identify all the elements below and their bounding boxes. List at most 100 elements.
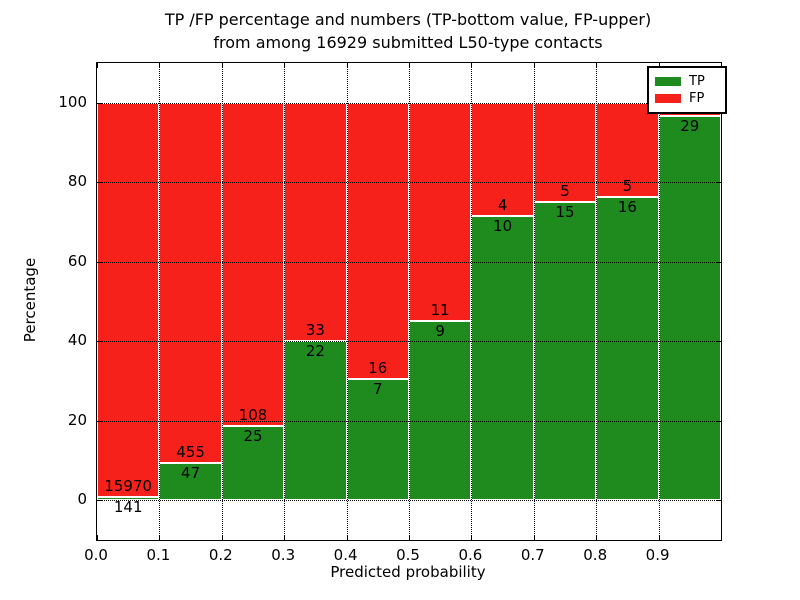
gridline-horizontal (97, 182, 721, 184)
x-tick-mark-top (221, 63, 223, 68)
legend-item-tp: TP (655, 75, 719, 88)
x-tick-label: 0.8 (583, 546, 608, 564)
x-tick-mark (471, 535, 473, 540)
x-tick-label: 0.3 (271, 546, 296, 564)
bar-tp-0.8-0.9 (596, 197, 659, 501)
x-tick-mark (159, 535, 161, 540)
fp-count-label: 5 (622, 177, 633, 196)
fp-count-label: 15970 (104, 476, 153, 495)
chart-title-line1: TP /FP percentage and numbers (TP-bottom… (164, 10, 652, 29)
plot-area: 15970 141 455 47 108 25 33 22 16 7 11 9 4 10 5 15 5 16 29 … (96, 62, 727, 541)
x-tick-label: 0.4 (333, 546, 358, 564)
chart-title-line2: from among 16929 submitted L50-type cont… (213, 33, 603, 52)
tp-count-label: 22 (305, 342, 325, 361)
tp-count-label: 25 (243, 426, 263, 445)
x-tick-mark-top (471, 63, 473, 68)
y-tick-mark-right (716, 420, 721, 422)
bar-fp-0.8-0.9 (596, 102, 659, 198)
gridline-vertical (658, 63, 660, 540)
bar-fp-0.3-0.4 (284, 102, 347, 342)
x-tick-label: 0.0 (84, 546, 108, 564)
gridline-vertical (159, 63, 161, 540)
bar-tp-0.5-0.6 (409, 321, 472, 501)
x-tick-mark-top (409, 63, 410, 68)
x-tick-label: 0.9 (645, 546, 670, 564)
legend-label-fp: FP (689, 91, 705, 106)
fp-count-label: 5 (560, 182, 570, 201)
tp-count-label: 16 (617, 198, 637, 217)
x-tick-label: 0.2 (208, 546, 233, 564)
x-tick-mark (409, 535, 410, 540)
bar-fp-0.4-0.5 (346, 102, 409, 380)
y-tick-mark (97, 341, 102, 343)
tp-count-label: 10 (493, 217, 513, 236)
y-tick-mark (97, 182, 102, 184)
fp-swatch-icon (655, 94, 681, 103)
y-tick-mark-right (716, 341, 721, 343)
legend: TP FP (647, 66, 727, 114)
y-tick-mark (97, 500, 102, 502)
x-tick-mark-top (346, 63, 348, 68)
gridline-horizontal (97, 420, 721, 422)
y-tick-label: 40 (67, 331, 87, 350)
gridline-vertical (596, 63, 598, 540)
bar-fp-0.0-0.1 (97, 102, 160, 497)
x-tick-label: 0.7 (520, 546, 545, 564)
fp-count-label: 33 (305, 321, 325, 340)
x-tick-label: 0.6 (458, 546, 483, 564)
y-tick-mark-right (716, 182, 721, 184)
bar-fp-0.5-0.6 (409, 102, 472, 322)
fp-count-label: 108 (238, 405, 268, 424)
bar-tp-0.0-0.1 (97, 496, 160, 501)
gridline-vertical (533, 63, 535, 540)
bar-fp-0.1-0.2 (159, 102, 222, 464)
bar-tp-0.1-0.2 (159, 463, 222, 501)
x-tick-mark-top (658, 63, 660, 68)
bar-fp-0.2-0.3 (221, 102, 285, 426)
gridline-vertical (221, 63, 223, 540)
gridline-vertical (346, 63, 348, 540)
x-tick-mark (221, 535, 223, 540)
x-tick-mark (658, 535, 660, 540)
x-tick-mark-top (596, 63, 598, 68)
x-tick-mark (284, 535, 286, 540)
y-tick-mark-right (716, 261, 721, 263)
y-tick-mark-right (716, 500, 721, 502)
legend-item-fp: FP (655, 92, 719, 105)
x-tick-mark (346, 535, 348, 540)
x-axis-title: Predicted probability (330, 563, 486, 581)
legend-label-tp: TP (689, 74, 705, 89)
y-tick-label: 60 (67, 251, 87, 270)
tp-count-label: 7 (373, 380, 383, 399)
y-tick-mark (97, 261, 102, 263)
gridline-horizontal (97, 500, 721, 502)
x-tick-label: 0.5 (396, 546, 420, 564)
x-tick-mark-top (284, 63, 286, 68)
gridline-vertical (409, 63, 410, 540)
gridline-horizontal (97, 341, 721, 343)
bar-fp-0.7-0.8 (533, 102, 597, 203)
x-tick-mark (97, 535, 98, 540)
x-tick-mark-top (97, 63, 98, 68)
bar-tp-0.7-0.8 (533, 202, 597, 501)
fp-count-label: 11 (430, 301, 450, 320)
x-tick-mark-top (533, 63, 535, 68)
x-tick-mark-top (159, 63, 161, 68)
chart-title: TP /FP percentage and numbers (TP-bottom… (96, 8, 720, 54)
y-tick-mark (97, 102, 102, 104)
tp-count-label: 9 (435, 322, 445, 341)
gridline-vertical (284, 63, 286, 540)
tp-count-label: 47 (181, 464, 201, 483)
y-tick-label: 0 (77, 490, 87, 509)
x-tick-mark (596, 535, 598, 540)
gridline-horizontal (97, 261, 721, 263)
gridline-vertical (471, 63, 473, 540)
tp-count-label: 15 (555, 203, 575, 222)
y-axis-title: Percentage (21, 257, 39, 343)
bar-tp-0.9-1.0 (658, 115, 721, 501)
bar-tp-0.4-0.5 (346, 379, 409, 501)
bar-tp-0.6-0.7 (471, 216, 534, 501)
x-tick-label: 0.1 (146, 546, 171, 564)
fp-count-label: 455 (176, 443, 205, 462)
